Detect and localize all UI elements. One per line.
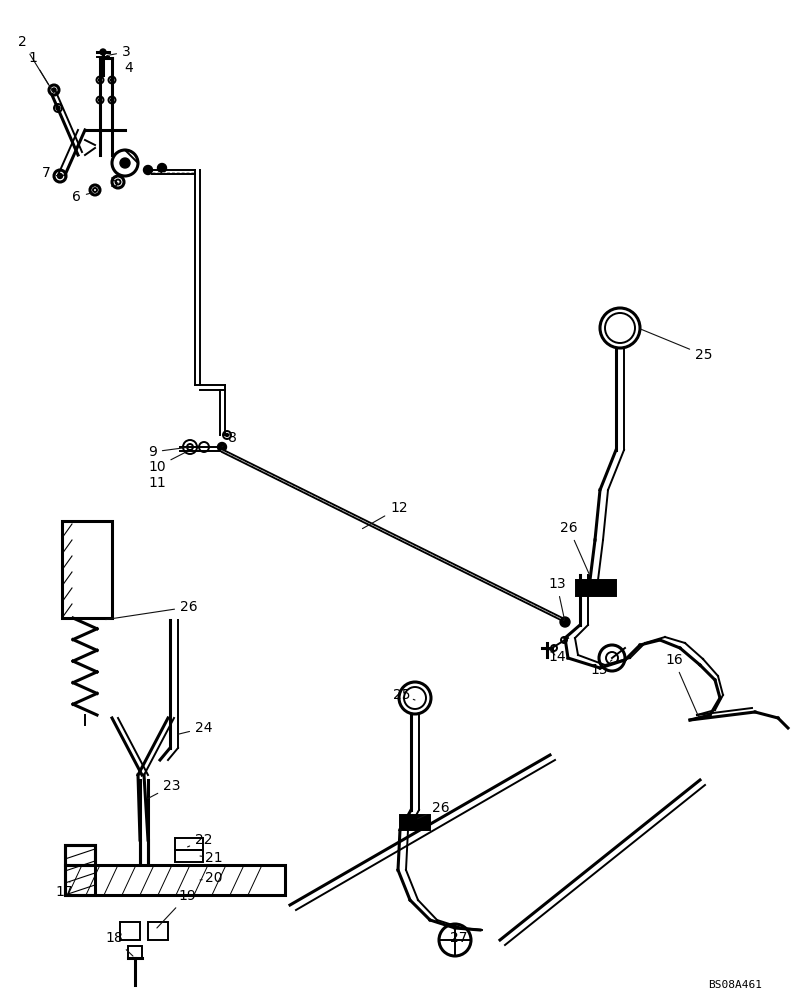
Text: 1: 1 [28, 51, 53, 93]
Bar [128, 946, 142, 958]
Text: 11: 11 [148, 476, 166, 490]
Circle shape [158, 163, 166, 172]
Polygon shape [576, 580, 616, 596]
Circle shape [143, 165, 153, 174]
Text: 14: 14 [548, 650, 566, 664]
Bar [62, 521, 112, 618]
Text: 3: 3 [107, 45, 131, 59]
Bar [148, 922, 168, 940]
Circle shape [52, 88, 56, 92]
Bar [65, 845, 95, 865]
Text: 21: 21 [200, 851, 223, 865]
Text: 10: 10 [148, 452, 185, 474]
Text: 7: 7 [42, 166, 60, 180]
Text: 20: 20 [200, 871, 223, 885]
Circle shape [56, 106, 60, 110]
Text: 26: 26 [560, 521, 589, 573]
Circle shape [99, 79, 102, 82]
Circle shape [560, 617, 570, 627]
Text: 23: 23 [147, 779, 181, 799]
Circle shape [111, 99, 114, 102]
Text: 8: 8 [222, 431, 237, 447]
Circle shape [99, 99, 102, 102]
Text: 6: 6 [72, 190, 92, 204]
Circle shape [225, 434, 228, 436]
Bar [65, 865, 285, 895]
Text: 24: 24 [178, 721, 213, 735]
Bar [175, 838, 203, 850]
Text: 18: 18 [105, 931, 133, 956]
Circle shape [57, 174, 63, 178]
Polygon shape [400, 815, 430, 830]
Text: 27: 27 [450, 931, 467, 945]
Circle shape [111, 79, 114, 82]
Text: 2: 2 [18, 35, 49, 85]
Text: 5: 5 [110, 176, 119, 190]
Bar [175, 850, 203, 862]
Text: 13: 13 [548, 577, 566, 619]
Text: 26: 26 [106, 600, 197, 620]
Text: 26: 26 [418, 801, 450, 819]
Text: 12: 12 [362, 501, 408, 529]
Text: 9: 9 [148, 445, 187, 459]
Circle shape [217, 442, 227, 452]
Text: 22: 22 [188, 833, 213, 847]
Bar [65, 845, 95, 895]
Text: 19: 19 [157, 889, 196, 928]
Circle shape [100, 49, 106, 55]
Text: 4: 4 [124, 61, 133, 75]
Text: 17: 17 [55, 882, 72, 899]
Text: 25: 25 [393, 688, 415, 702]
Circle shape [120, 158, 130, 168]
Text: 25: 25 [641, 329, 712, 362]
Text: 15: 15 [590, 660, 612, 677]
Bar [120, 922, 140, 940]
Text: 16: 16 [665, 653, 699, 717]
Text: BS08A461: BS08A461 [708, 980, 762, 990]
